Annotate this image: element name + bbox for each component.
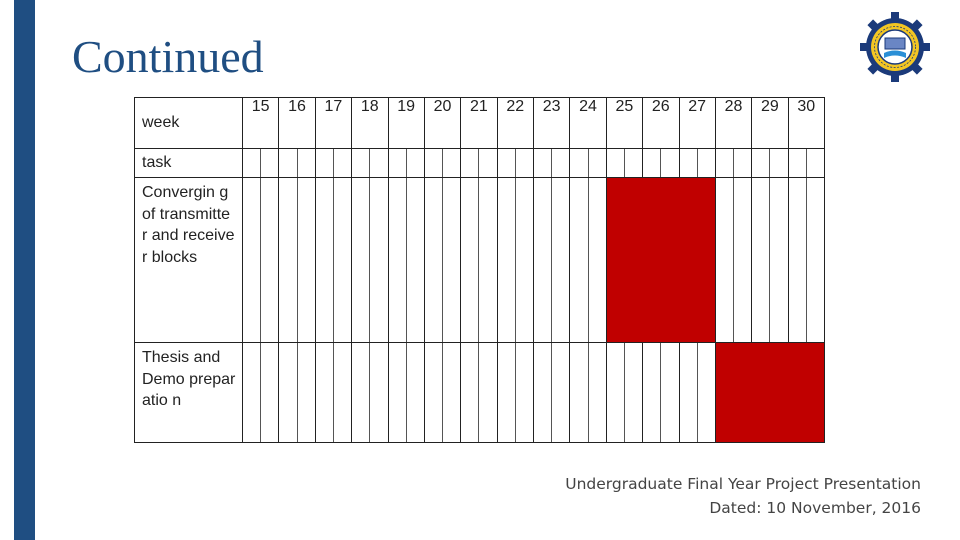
grid-cell [532,342,571,443]
week-number: 15 [241,97,280,149]
footer: Undergraduate Final Year Project Present… [565,472,921,520]
grid-cell [714,177,753,343]
gantt-task-row: Convergin g of transmitte r and receiver… [134,177,826,343]
week-number: 26 [642,97,680,149]
grid-cell [278,148,316,178]
task-bar [605,177,716,343]
grid-cell [605,148,644,178]
grid-cell [714,148,753,178]
grid-cell [387,177,425,343]
grid-cell [351,342,389,443]
task-header-label: task [134,148,243,178]
grid-cell [569,342,607,443]
grid-cell [314,342,353,443]
gantt-task-label-row: task [134,148,826,178]
week-number: 22 [496,97,535,149]
grid-cell [423,342,462,443]
grid-cell [278,342,316,443]
grid-cell [678,148,716,178]
university-seal-gear-logo-icon [860,12,930,82]
task-bar [714,342,826,443]
week-number: 16 [278,97,316,149]
week-number: 24 [569,97,607,149]
grid-cell [314,148,353,178]
gantt-header-row: week 15 16 17 18 19 20 21 22 23 24 25 26 27 28 29 30 [134,97,826,149]
grid-cell [642,148,680,178]
week-number: 29 [751,97,789,149]
grid-cell [787,148,826,178]
grid-cell [460,342,498,443]
grid-cell [241,177,280,343]
grid-cell [605,342,644,443]
grid-cell [460,177,498,343]
week-number: 27 [678,97,716,149]
slide-title: Continued [72,31,264,82]
grid-cell [787,177,826,343]
grid-cell [351,177,389,343]
grid-cell [351,148,389,178]
grid-cell [532,148,571,178]
grid-cell [678,342,716,443]
grid-cell [496,148,535,178]
footer-line-2: Dated: 10 November, 2016 [709,499,921,517]
week-number: 17 [314,97,353,149]
week-number: 30 [787,97,826,149]
task-name: Convergin g of transmitte r and receiver… [134,177,243,343]
week-number: 23 [532,97,571,149]
week-number: 19 [387,97,425,149]
grid-cell [496,177,535,343]
week-number: 18 [351,97,389,149]
grid-cell [569,148,607,178]
grid-cell [642,342,680,443]
grid-cell [423,177,462,343]
grid-cell [496,342,535,443]
gantt-task-row: Thesis and Demo preparatio n [134,342,826,443]
week-number: 25 [605,97,644,149]
footer-line-1: Undergraduate Final Year Project Present… [565,475,921,493]
week-header-label: week [134,97,243,149]
gantt-chart-table: week 15 16 17 18 19 20 21 22 23 24 25 26 27 28 29 30 task… [134,97,826,443]
grid-cell [387,342,425,443]
week-number: 28 [714,97,753,149]
grid-cell [423,148,462,178]
grid-cell [387,148,425,178]
grid-cell [751,148,789,178]
grid-cell [241,342,280,443]
grid-cell [241,148,280,178]
week-number: 21 [460,97,498,149]
week-number: 20 [423,97,462,149]
grid-cell [460,148,498,178]
grid-cell [278,177,316,343]
grid-cell [569,177,607,343]
grid-cell [751,177,789,343]
task-name: Thesis and Demo preparatio n [134,342,243,443]
grid-cell [314,177,353,343]
grid-cell [532,177,571,343]
sidebar-accent-bar [14,0,35,540]
